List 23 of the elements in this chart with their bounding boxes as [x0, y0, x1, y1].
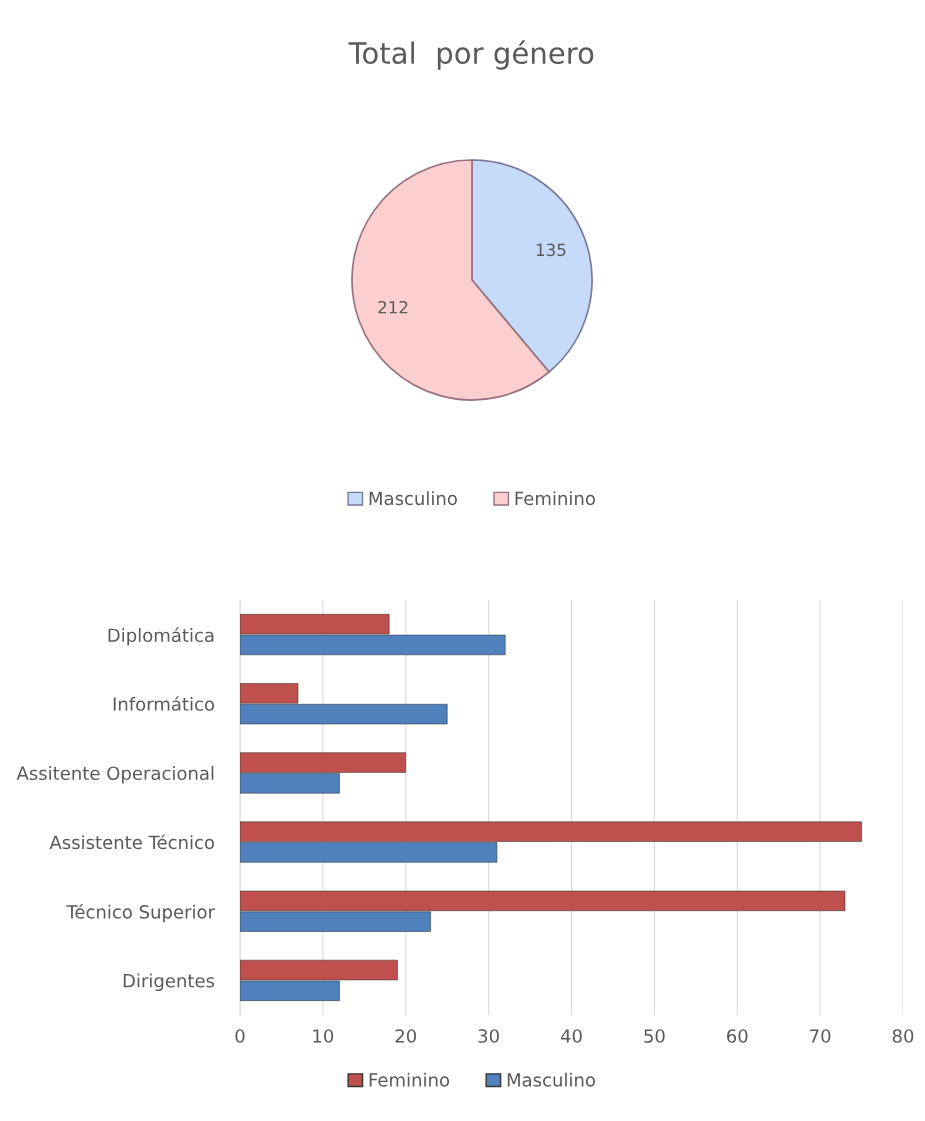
legend-label: Masculino [507, 1072, 595, 1087]
x-tick-label: 0 [235, 1029, 245, 1043]
data-label: 135 [536, 243, 566, 257]
chart-title: Total por género [348, 40, 594, 70]
y-tick-label: Assistente Técnico [49, 834, 215, 850]
legend-label: Feminino [515, 491, 595, 506]
y-tick-label: Informático [113, 696, 215, 711]
x-tick-label: 60 [727, 1029, 748, 1043]
y-tick-label: Técnico Superior [66, 904, 215, 923]
x-tick-label: 30 [478, 1029, 499, 1043]
y-tick-label: Diplomática [108, 627, 214, 646]
legend-label: Feminino [369, 1072, 450, 1087]
x-tick-label: 70 [810, 1029, 831, 1043]
data-label: 212 [378, 300, 408, 314]
x-tick-label: 50 [644, 1029, 665, 1043]
legend-label: Masculino [369, 491, 457, 506]
x-tick-label: 80 [892, 1029, 914, 1043]
y-tick-label: Assitente Operacional [16, 766, 214, 784]
x-tick-label: 20 [395, 1029, 417, 1043]
pie-slice [471, 159, 593, 373]
x-tick-label: 10 [313, 1029, 334, 1043]
y-tick-label: Dirigentes [123, 973, 215, 992]
x-tick-label: 40 [560, 1029, 582, 1043]
